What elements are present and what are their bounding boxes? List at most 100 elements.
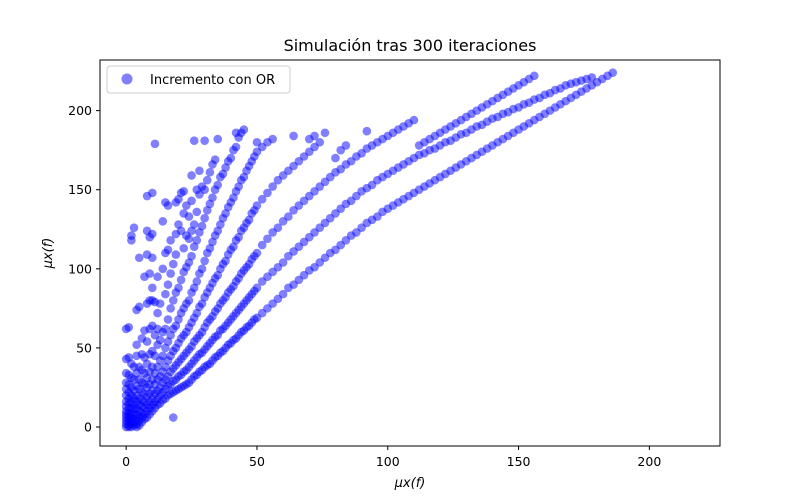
data-point [145,269,154,278]
data-point [184,212,194,221]
data-point [200,136,209,145]
x-tick-label: 0 [122,454,130,469]
data-point [200,185,209,195]
data-point [197,221,207,231]
data-point [208,193,217,202]
data-point [239,125,249,134]
data-point [153,272,162,282]
data-point [163,201,173,210]
y-tick-label: 0 [84,420,92,435]
x-tick-label: 100 [376,454,400,469]
data-point [187,251,196,261]
x-axis-label: μx(f) [394,476,426,491]
data-point [200,256,209,266]
data-point [127,231,136,240]
data-point [409,115,419,125]
data-point [148,229,157,239]
legend-box [106,65,291,94]
data-point [134,302,144,312]
x-axis: 0 50 100 150 200 [122,446,661,469]
data-point [161,324,170,334]
data-point [153,308,162,318]
plot-frame [99,59,721,447]
data-point [268,134,277,144]
data-point [213,180,223,190]
data-point [192,277,202,286]
data-point [150,139,160,149]
data-point [252,283,262,293]
data-point [142,337,152,346]
data-point [273,223,283,232]
data-point [168,413,178,422]
data-point [168,296,178,305]
y-tick-label: 100 [68,261,92,276]
data-point [202,175,212,185]
x-tick-label: 200 [637,454,661,469]
data-point [134,253,144,263]
data-point [213,134,223,144]
data-point [252,248,262,258]
data-point [166,269,175,278]
y-tick-label: 150 [68,182,92,197]
data-point [158,217,168,226]
data-point [148,283,157,293]
data-point [362,126,372,136]
data-point [166,304,175,313]
data-point [608,68,618,77]
data-point [289,131,298,141]
data-point [163,315,173,324]
data-point [187,196,196,206]
data-point [257,240,267,250]
data-point [195,166,204,176]
data-point [124,323,134,332]
data-point [529,71,539,81]
data-point [210,155,220,164]
data-point [257,194,267,204]
data-point [284,212,293,221]
legend-marker [121,73,133,85]
data-point [166,236,175,245]
data-point [231,142,241,152]
legend: Incremento con OR [106,65,291,94]
data-point [179,187,189,196]
data-point [129,223,139,232]
data-point [331,153,340,163]
y-tick-label: 200 [68,103,92,118]
data-point [155,299,165,308]
data-point [132,340,141,350]
data-point [171,250,181,259]
data-point [341,141,351,150]
data-point [252,201,262,210]
data-point [197,264,207,274]
data-point [263,234,272,244]
data-point [192,207,202,217]
data-point [158,264,168,274]
data-point [226,153,236,163]
data-point [278,289,288,299]
y-tick-label: 50 [76,340,92,355]
data-point [148,253,157,263]
data-point [320,128,330,138]
data-point [200,213,209,223]
data-point [176,275,186,285]
data-point [263,188,272,198]
plot-area [121,68,618,432]
data-point [189,136,199,145]
y-axis: 0 50 100 150 200 [68,103,100,435]
data-point [187,171,196,180]
data-point [310,131,319,141]
data-point [155,335,165,345]
data-point [192,236,202,245]
data-point [168,259,178,269]
chart-title: Simulación tras 300 iteraciones [284,36,537,55]
x-tick-label: 50 [249,454,265,469]
data-point [205,168,215,177]
data-point [148,188,157,198]
legend-label: Incremento con OR [150,73,275,88]
data-point [174,283,183,293]
data-point [189,220,199,229]
data-point [163,245,173,255]
data-point [179,243,189,253]
x-tick-label: 150 [507,454,531,469]
